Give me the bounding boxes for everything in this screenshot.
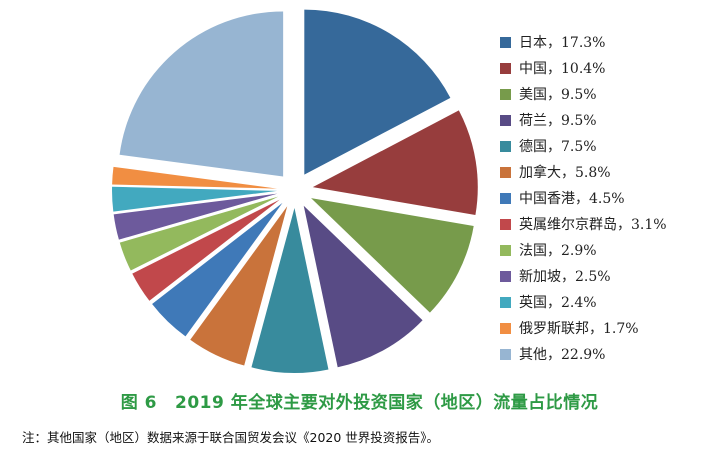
legend-label: 德国，7.5% [519,139,597,155]
legend-swatch [500,218,511,230]
figure-title: 2019 年全球主要对外投资国家（地区）流量占比情况 [175,393,599,413]
figure-number: 图 6 [120,393,157,413]
legend-swatch [500,114,511,126]
legend-item: 俄罗斯联邦，1.7% [500,315,715,341]
legend-swatch [500,166,511,178]
figure-caption: 图 6 2019 年全球主要对外投资国家（地区）流量占比情况 [0,388,719,413]
pie-slice-3 [303,205,423,368]
pie-slice-0 [304,9,451,175]
legend-swatch [500,140,511,152]
pie-slice-5 [190,206,288,366]
pie-slice-12 [119,11,284,177]
legend-swatch [500,192,511,204]
legend-item: 加拿大，5.8% [500,159,715,185]
legend-label: 加拿大，5.8% [519,165,611,181]
legend-label: 中国香港，4.5% [519,191,625,207]
legend-label: 美国，9.5% [519,87,597,103]
legend-swatch [500,62,511,74]
legend-item: 中国，10.4% [500,55,715,81]
legend-swatch [500,270,511,282]
pie-slice-2 [311,198,474,313]
legend-item: 荷兰，9.5% [500,107,715,133]
legend-item: 新加坡，2.5% [500,263,715,289]
legend-item: 美国，9.5% [500,81,715,107]
pie-slice-10 [112,186,278,212]
legend-item: 法国，2.9% [500,237,715,263]
legend-item: 德国，7.5% [500,133,715,159]
pie-slice-11 [112,166,278,189]
pie-slice-6 [152,202,283,337]
pie-slice-4 [251,207,329,373]
legend-label: 新加坡，2.5% [519,269,611,285]
legend-label: 荷兰，9.5% [519,113,597,129]
source-note: 注：其他国家（地区）数据来源于联合国贸发会议《2020 世界投资报告》。 [22,430,440,445]
legend-label: 其他，22.9% [519,347,606,363]
legend-label: 日本，17.3% [519,35,606,51]
legend-swatch [500,244,511,256]
legend-swatch [500,36,511,48]
legend-label: 英属维尔京群岛，3.1% [519,217,667,233]
legend-item: 中国香港，4.5% [500,185,715,211]
pie-slice-7 [132,199,280,301]
legend: 日本，17.3% 中国，10.4% 美国，9.5% 荷兰，9.5% 德国，7.5% 加拿大… [500,29,715,367]
pie-slice-9 [113,193,278,240]
pie-slice-8 [119,196,279,271]
legend-swatch [500,322,511,334]
legend-label: 法国，2.9% [519,243,597,259]
legend-item: 其他，22.9% [500,341,715,367]
legend-label: 中国，10.4% [519,61,606,77]
legend-swatch [500,88,511,100]
legend-item: 英属维尔京群岛，3.1% [500,211,715,237]
legend-swatch [500,296,511,308]
pie-slice-1 [312,110,478,216]
legend-label: 英国，2.4% [519,295,597,311]
legend-item: 日本，17.3% [500,29,715,55]
legend-label: 俄罗斯联邦，1.7% [519,321,639,337]
legend-swatch [500,348,511,360]
legend-item: 英国，2.4% [500,289,715,315]
